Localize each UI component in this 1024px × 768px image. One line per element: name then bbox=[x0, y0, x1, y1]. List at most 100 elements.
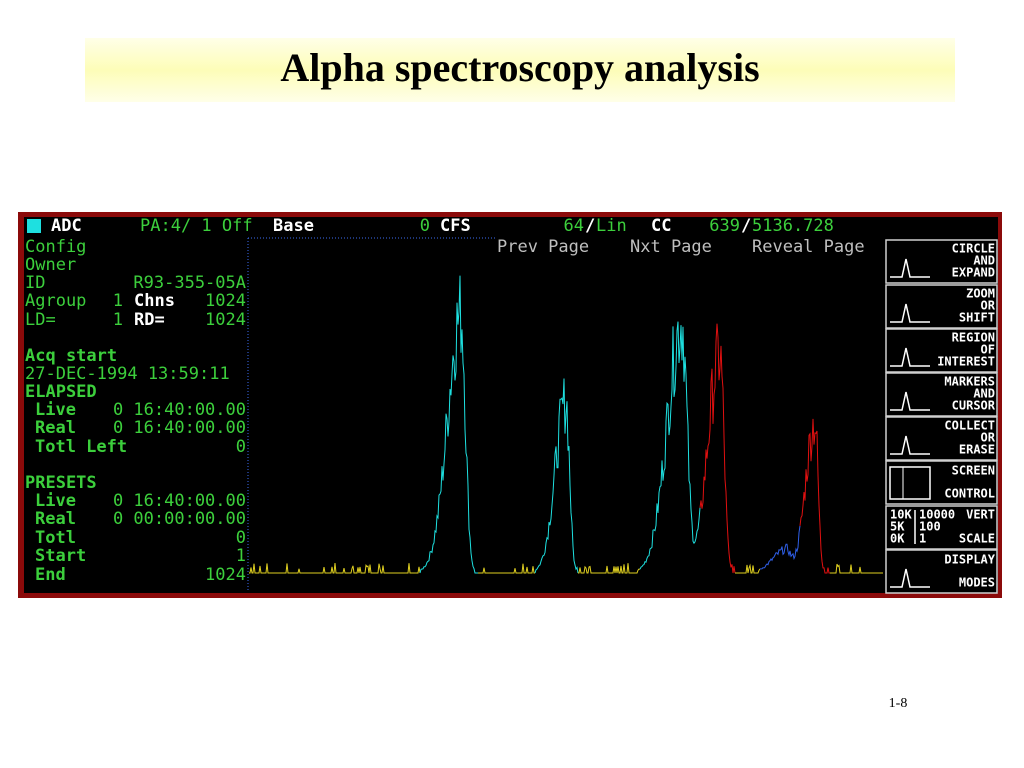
menu-item[interactable]: Reveal Page bbox=[752, 237, 865, 257]
status-text: 5136.728 bbox=[752, 216, 834, 236]
info-heading: ELAPSED bbox=[25, 382, 97, 402]
status-text: 639 bbox=[709, 216, 740, 236]
status-text: / bbox=[585, 216, 595, 236]
softkey[interactable]: DISPLAY MODES bbox=[885, 549, 998, 594]
softkey[interactable]: SCREEN CONTROL bbox=[885, 460, 998, 505]
status-text: 64 bbox=[564, 216, 584, 236]
info-label: Agroup bbox=[25, 291, 86, 311]
softkey-frame[interactable] bbox=[885, 328, 998, 373]
spectrum-trace bbox=[760, 525, 801, 570]
softkey-text: AND bbox=[973, 387, 995, 401]
spectrum-trace bbox=[699, 323, 736, 574]
softkey-icon bbox=[890, 258, 930, 278]
info-value: 1 bbox=[113, 310, 123, 330]
softkey-icon bbox=[890, 435, 930, 455]
softkey-icon bbox=[890, 391, 930, 411]
softkey-text: 1 bbox=[919, 532, 926, 546]
info-label: Totl Left bbox=[35, 437, 127, 457]
info-value: 1024 bbox=[205, 310, 246, 330]
spectrum-trace bbox=[478, 563, 535, 574]
softkey-frame[interactable] bbox=[885, 284, 998, 329]
softkey-text: ZOOM bbox=[966, 287, 995, 301]
softkey-text: MODES bbox=[959, 576, 995, 590]
info-label: Live bbox=[35, 400, 76, 420]
softkey-frame[interactable] bbox=[885, 239, 998, 284]
softkey-frame[interactable] bbox=[885, 549, 998, 594]
status-bar: ADC PA:4/ 1 Off Base 0 CFS 64 / Lin CC 6… bbox=[51, 216, 834, 236]
title-banner bbox=[85, 38, 955, 102]
softkey-text: ERASE bbox=[959, 443, 995, 457]
info-value: 27-DEC-1994 13:59:11 bbox=[25, 364, 230, 384]
menu-item[interactable]: Nxt Page bbox=[630, 237, 712, 257]
softkey-text: DISPLAY bbox=[944, 553, 995, 567]
menu: Prev Page Nxt Page Reveal Page bbox=[497, 237, 865, 257]
info-label: RD= bbox=[134, 310, 165, 330]
info-label: LD= bbox=[25, 310, 56, 330]
info-label: Acq start bbox=[25, 346, 117, 366]
softkey-frame[interactable] bbox=[885, 372, 998, 417]
softkey-icon bbox=[890, 303, 930, 323]
info-heading: PRESETS bbox=[25, 473, 97, 493]
info-panel: Config Owner ID R93-355-05A Agroup 1 Chn… bbox=[25, 237, 246, 585]
softkey-text: 0K bbox=[890, 532, 905, 546]
softkey-text: EXPAND bbox=[952, 266, 995, 280]
softkey-text: 100 bbox=[919, 520, 941, 534]
softkey-text: SCREEN bbox=[952, 464, 995, 478]
info-value: 1 bbox=[113, 291, 123, 311]
info-value: 0 bbox=[236, 437, 246, 457]
softkey-text: SHIFT bbox=[959, 311, 995, 325]
spectrum-trace bbox=[830, 563, 883, 574]
info-value: 0 bbox=[236, 528, 246, 548]
screen bbox=[24, 217, 998, 593]
softkey-frame[interactable] bbox=[885, 505, 998, 550]
menu-item[interactable]: Prev Page bbox=[497, 237, 589, 257]
softkey-text: CONTROL bbox=[944, 487, 995, 501]
info-value: R93-355-05A bbox=[133, 273, 246, 293]
info-label: End bbox=[35, 565, 66, 585]
softkey-text: CURSOR bbox=[952, 399, 996, 413]
status-text: CFS bbox=[440, 216, 471, 236]
spectrum bbox=[249, 275, 883, 574]
status-indicator bbox=[27, 219, 41, 233]
status-text: / bbox=[741, 216, 751, 236]
info-value: 0 00:00:00.00 bbox=[113, 509, 246, 529]
spectrum-trace bbox=[735, 563, 761, 574]
info-value: 1024 bbox=[205, 565, 246, 585]
info-label: Real bbox=[35, 509, 76, 529]
info-label: ID bbox=[25, 273, 45, 293]
status-text: PA:4/ 1 Off bbox=[140, 216, 253, 236]
softkey-text: 10000 bbox=[919, 508, 955, 522]
softkey-text: OF bbox=[981, 343, 995, 357]
softkey-frame[interactable] bbox=[885, 460, 998, 505]
page-number: 1-8 bbox=[889, 696, 908, 711]
softkey-text: AND bbox=[973, 254, 995, 268]
status-text: Lin bbox=[596, 216, 627, 236]
softkey-text: 5K bbox=[890, 520, 905, 534]
info-value: 0 16:40:00.00 bbox=[113, 418, 246, 438]
info-value: 0 16:40:00.00 bbox=[113, 491, 246, 511]
info-label: Live bbox=[35, 491, 76, 511]
spectrum-trace bbox=[534, 378, 579, 574]
spectrum-trace bbox=[249, 563, 421, 574]
softkey-text: INTEREST bbox=[937, 355, 995, 369]
softkey-icon bbox=[889, 466, 931, 500]
info-value: 0 16:40:00.00 bbox=[113, 400, 246, 420]
info-label: Real bbox=[35, 418, 76, 438]
softkey-text: OR bbox=[981, 431, 996, 445]
status-text: Base bbox=[273, 216, 314, 236]
softkey-icon bbox=[890, 568, 930, 588]
softkey-frame[interactable] bbox=[885, 416, 998, 461]
info-value: 1024 bbox=[205, 291, 246, 311]
info-label: Config bbox=[25, 237, 86, 257]
spectrum-trace bbox=[578, 563, 641, 574]
spectrum-trace bbox=[419, 275, 478, 574]
softkey-text: CIRCLE bbox=[952, 242, 995, 256]
slide-title: Alpha spectroscopy analysis bbox=[280, 45, 759, 90]
